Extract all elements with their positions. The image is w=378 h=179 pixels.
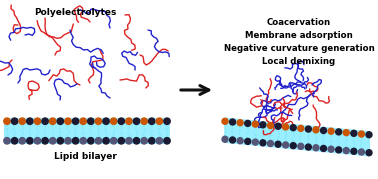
- Circle shape: [229, 119, 235, 125]
- Circle shape: [343, 148, 349, 154]
- Circle shape: [358, 131, 364, 137]
- Text: Polyelectrolytes: Polyelectrolytes: [34, 8, 116, 17]
- Circle shape: [80, 138, 87, 144]
- Circle shape: [336, 129, 342, 135]
- Circle shape: [351, 148, 357, 154]
- Circle shape: [313, 127, 319, 133]
- Circle shape: [290, 125, 296, 131]
- Circle shape: [229, 137, 235, 143]
- Circle shape: [268, 122, 273, 129]
- Circle shape: [34, 118, 41, 124]
- Circle shape: [42, 138, 48, 144]
- Circle shape: [65, 138, 71, 144]
- Circle shape: [141, 138, 147, 144]
- Circle shape: [149, 118, 155, 124]
- Circle shape: [245, 138, 251, 144]
- Circle shape: [164, 118, 170, 124]
- Circle shape: [95, 118, 102, 124]
- Circle shape: [126, 138, 132, 144]
- Circle shape: [268, 141, 273, 147]
- Circle shape: [328, 146, 334, 152]
- Circle shape: [245, 120, 251, 126]
- Circle shape: [283, 142, 289, 148]
- Circle shape: [260, 122, 266, 128]
- Text: Membrane adsorption: Membrane adsorption: [245, 31, 353, 40]
- Text: Lipid bilayer: Lipid bilayer: [54, 152, 116, 161]
- Circle shape: [110, 138, 117, 144]
- Circle shape: [156, 138, 163, 144]
- Circle shape: [88, 118, 94, 124]
- Circle shape: [156, 118, 163, 124]
- Circle shape: [19, 138, 25, 144]
- Circle shape: [275, 123, 281, 129]
- Circle shape: [34, 138, 41, 144]
- Circle shape: [27, 138, 33, 144]
- Circle shape: [4, 118, 10, 124]
- Polygon shape: [225, 118, 369, 156]
- Circle shape: [328, 128, 334, 134]
- Circle shape: [88, 138, 94, 144]
- Circle shape: [260, 140, 266, 146]
- Circle shape: [253, 139, 258, 145]
- Circle shape: [321, 146, 327, 151]
- Circle shape: [72, 118, 79, 124]
- Circle shape: [65, 118, 71, 124]
- Circle shape: [313, 145, 319, 151]
- Circle shape: [149, 138, 155, 144]
- Circle shape: [283, 124, 289, 130]
- Circle shape: [103, 118, 109, 124]
- Circle shape: [27, 118, 33, 124]
- Circle shape: [305, 126, 311, 132]
- Circle shape: [103, 138, 109, 144]
- Circle shape: [358, 149, 364, 155]
- Circle shape: [57, 118, 64, 124]
- Text: Local demixing: Local demixing: [262, 57, 336, 66]
- Circle shape: [80, 118, 87, 124]
- Circle shape: [366, 150, 372, 156]
- Circle shape: [19, 118, 25, 124]
- Circle shape: [343, 130, 349, 136]
- Circle shape: [222, 136, 228, 142]
- Text: Negative curvature generation: Negative curvature generation: [224, 44, 374, 53]
- Circle shape: [126, 118, 132, 124]
- Circle shape: [110, 118, 117, 124]
- Circle shape: [298, 125, 304, 131]
- Circle shape: [321, 127, 327, 134]
- Circle shape: [298, 143, 304, 149]
- Circle shape: [336, 147, 342, 153]
- Circle shape: [351, 130, 357, 136]
- Circle shape: [118, 118, 124, 124]
- Circle shape: [72, 138, 79, 144]
- Circle shape: [11, 138, 18, 144]
- Bar: [4, 118, 170, 144]
- Circle shape: [164, 138, 170, 144]
- Circle shape: [275, 141, 281, 147]
- Circle shape: [95, 138, 102, 144]
- Circle shape: [305, 144, 311, 150]
- Circle shape: [118, 138, 124, 144]
- Circle shape: [133, 118, 140, 124]
- Circle shape: [11, 118, 18, 124]
- Circle shape: [141, 118, 147, 124]
- Circle shape: [222, 118, 228, 124]
- Circle shape: [42, 118, 48, 124]
- Text: Coacervation: Coacervation: [267, 18, 331, 27]
- Circle shape: [57, 138, 64, 144]
- Circle shape: [253, 121, 258, 127]
- Circle shape: [50, 118, 56, 124]
- Circle shape: [366, 132, 372, 138]
- Circle shape: [290, 143, 296, 149]
- Circle shape: [133, 138, 140, 144]
- Circle shape: [50, 138, 56, 144]
- Circle shape: [237, 120, 243, 126]
- Circle shape: [4, 138, 10, 144]
- Circle shape: [237, 138, 243, 144]
